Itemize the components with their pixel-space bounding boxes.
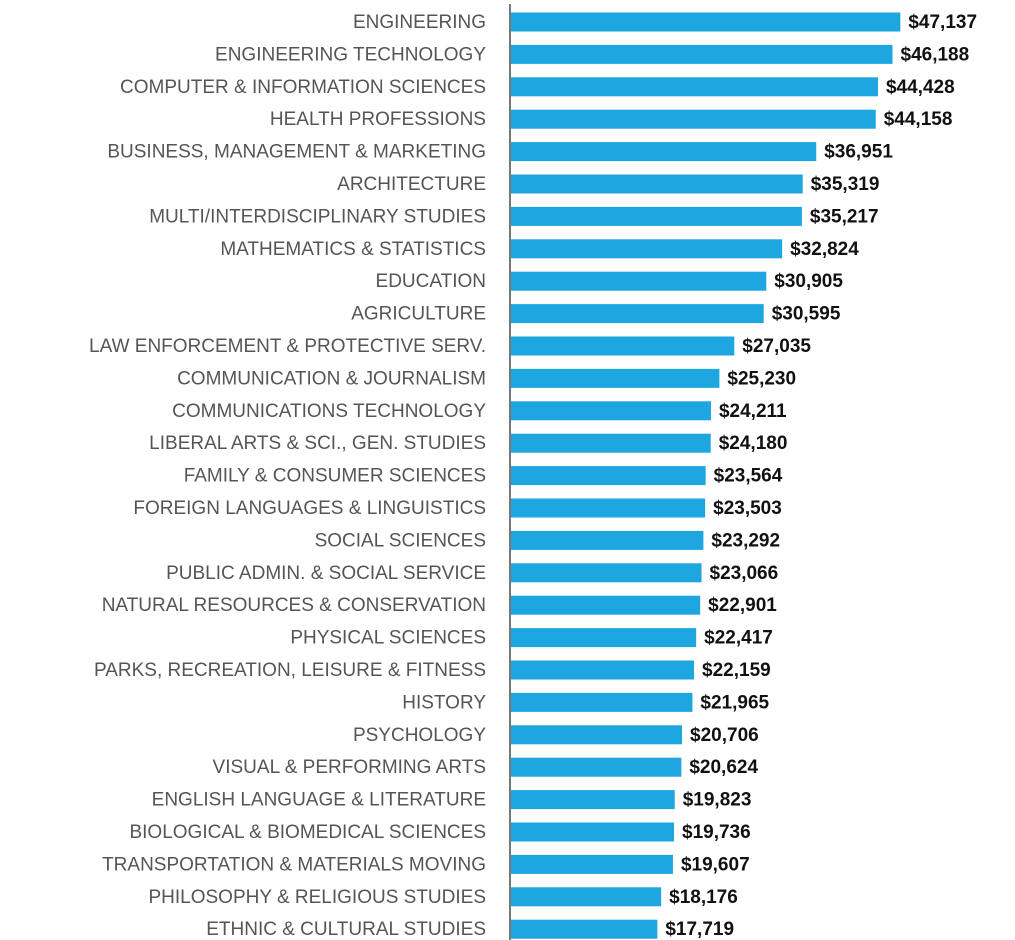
value-label: $30,595 — [772, 304, 841, 325]
bar — [511, 77, 878, 97]
category-label: ENGINEERING TECHNOLOGY — [215, 44, 486, 65]
bar — [511, 822, 675, 842]
bar — [511, 368, 720, 388]
value-label: $19,607 — [681, 854, 750, 875]
bar — [511, 336, 735, 356]
value-label: $23,292 — [711, 530, 780, 551]
category-label: BUSINESS, MANAGEMENT & MARKETING — [107, 142, 486, 163]
value-label: $21,965 — [700, 692, 769, 713]
category-label: PUBLIC ADMIN. & SOCIAL SERVICE — [166, 563, 486, 584]
bar — [511, 854, 673, 874]
category-label: ENGLISH LANGUAGE & LITERATURE — [152, 790, 486, 811]
category-label: BIOLOGICAL & BIOMEDICAL SCIENCES — [129, 822, 486, 843]
value-label: $19,736 — [682, 822, 751, 843]
bar — [511, 433, 711, 453]
category-label: HEALTH PROFESSIONS — [270, 109, 486, 130]
category-label: HISTORY — [402, 692, 486, 713]
bar — [511, 142, 817, 162]
value-label: $47,137 — [908, 12, 977, 33]
bar — [511, 239, 783, 259]
bar — [511, 109, 876, 129]
value-label: $35,217 — [810, 206, 879, 227]
value-label: $44,428 — [886, 77, 955, 98]
value-label: $35,319 — [811, 174, 880, 195]
value-label: $17,719 — [665, 919, 734, 940]
category-label: ENGINEERING — [353, 12, 486, 33]
category-label: COMMUNICATION & JOURNALISM — [177, 368, 486, 389]
bar — [511, 401, 711, 421]
value-label: $25,230 — [727, 368, 796, 389]
category-label: LAW ENFORCEMENT & PROTECTIVE SERV. — [89, 336, 486, 357]
category-label: SOCIAL SCIENCES — [315, 530, 486, 551]
value-label: $24,180 — [719, 433, 788, 454]
value-label: $22,159 — [702, 660, 771, 681]
value-label: $23,066 — [710, 563, 779, 584]
category-label: AGRICULTURE — [351, 304, 486, 325]
value-label: $30,905 — [774, 271, 843, 292]
bar — [511, 887, 662, 907]
category-label: ETHNIC & CULTURAL STUDIES — [206, 919, 486, 940]
bar — [511, 919, 658, 939]
bar — [511, 692, 693, 712]
value-label: $19,823 — [683, 790, 752, 811]
value-label: $44,158 — [884, 109, 953, 130]
bar — [511, 44, 893, 64]
value-label: $22,417 — [704, 628, 773, 649]
category-label: VISUAL & PERFORMING ARTS — [213, 757, 486, 778]
bar — [511, 498, 706, 518]
category-label: FOREIGN LANGUAGES & LINGUISTICS — [133, 498, 486, 519]
value-label: $18,176 — [669, 887, 738, 908]
bar — [511, 12, 901, 32]
value-label: $46,188 — [901, 44, 970, 65]
value-label: $24,211 — [719, 401, 787, 422]
category-label: NATURAL RESOURCES & CONSERVATION — [102, 595, 486, 616]
category-label: EDUCATION — [376, 271, 486, 292]
category-label: TRANSPORTATION & MATERIALS MOVING — [102, 854, 486, 875]
category-label: ARCHITECTURE — [337, 174, 486, 195]
bar — [511, 757, 682, 777]
category-label: PHILOSOPHY & RELIGIOUS STUDIES — [148, 887, 486, 908]
value-label: $22,901 — [708, 595, 777, 616]
bar — [511, 725, 683, 745]
value-label: $20,624 — [689, 757, 758, 778]
category-label: COMPUTER & INFORMATION SCIENCES — [120, 77, 486, 98]
category-label: PARKS, RECREATION, LEISURE & FITNESS — [94, 660, 486, 681]
category-label: MULTI/INTERDISCIPLINARY STUDIES — [149, 206, 486, 227]
bar — [511, 660, 695, 680]
bar — [511, 304, 764, 324]
bar — [511, 271, 767, 291]
category-label: FAMILY & CONSUMER SCIENCES — [184, 466, 486, 487]
category-label: LIBERAL ARTS & SCI., GEN. STUDIES — [149, 433, 486, 454]
value-label: $32,824 — [790, 239, 859, 260]
bar — [511, 595, 701, 615]
value-label: $23,564 — [714, 466, 783, 487]
value-label: $36,951 — [824, 142, 893, 163]
bar — [511, 790, 675, 810]
bar — [511, 628, 697, 648]
value-label: $20,706 — [690, 725, 759, 746]
bar — [511, 466, 706, 486]
bar — [511, 206, 802, 226]
category-label: PHYSICAL SCIENCES — [290, 628, 486, 649]
value-label: $23,503 — [713, 498, 782, 519]
value-label: $27,035 — [742, 336, 811, 357]
category-label: MATHEMATICS & STATISTICS — [220, 239, 486, 260]
category-label: COMMUNICATIONS TECHNOLOGY — [172, 401, 486, 422]
bar — [511, 530, 704, 550]
bar — [511, 174, 803, 194]
bar — [511, 563, 702, 583]
category-label: PSYCHOLOGY — [353, 725, 486, 746]
